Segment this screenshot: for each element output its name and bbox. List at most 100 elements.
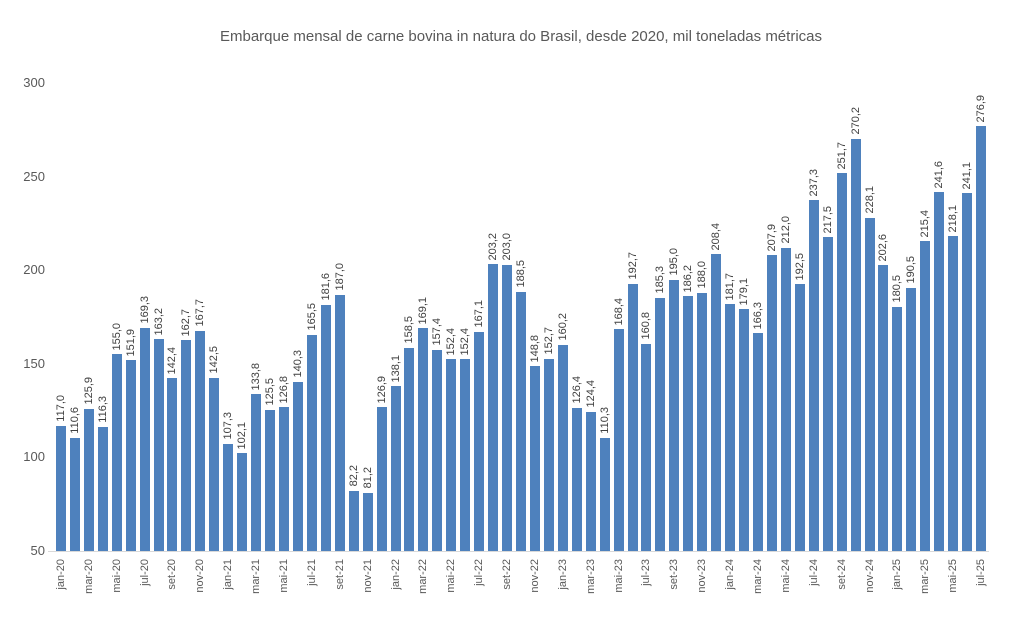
bar (627, 283, 638, 551)
bar (948, 236, 959, 551)
bar (892, 306, 903, 551)
bar-value-label: 270,2 (849, 107, 862, 135)
bar (69, 437, 80, 551)
y-tick-label: 150 (23, 355, 45, 371)
bar (97, 426, 108, 551)
bar-value-label: 192,7 (626, 252, 639, 280)
bar (488, 264, 499, 551)
bar-value-label: 188,0 (696, 261, 709, 289)
bar (697, 292, 708, 551)
bar-value-label: 203,0 (501, 233, 514, 261)
bar-value-label: 251,7 (835, 141, 848, 170)
bar (613, 329, 624, 551)
bar (683, 296, 694, 551)
bar (223, 443, 234, 551)
bar (766, 255, 777, 551)
x-tick-label: mai-25 (947, 559, 960, 593)
x-tick-label: set-24 (835, 559, 848, 590)
x-tick-label: nov-20 (194, 559, 207, 593)
x-tick-label: set-23 (668, 559, 681, 590)
bar (516, 291, 526, 551)
x-tick-label: mar-23 (584, 559, 597, 594)
bar-value-label: 202,6 (877, 233, 890, 262)
bar-value-label: 208,4 (710, 222, 723, 251)
y-tick-label: 200 (23, 262, 45, 278)
bar-value-label: 126,8 (278, 375, 290, 404)
bar (920, 241, 931, 551)
bar-value-label: 218,1 (947, 204, 960, 233)
bar-value-label: 142,5 (208, 346, 221, 374)
bar (237, 453, 248, 551)
bar-value-label: 167,7 (194, 299, 207, 327)
bar (962, 193, 973, 551)
x-tick-label: mai-20 (110, 559, 123, 593)
bar-value-label: 241,1 (961, 161, 974, 190)
x-tick-label: jan-23 (556, 559, 569, 590)
x-tick-label: jul-23 (640, 559, 653, 586)
bar (362, 492, 373, 551)
bar (655, 297, 666, 551)
bar (139, 327, 150, 551)
x-tick-label: mar-25 (919, 559, 932, 594)
bar (306, 334, 317, 551)
bar-value-label: 237,3 (807, 168, 820, 197)
bar (878, 265, 889, 551)
bar (752, 333, 763, 551)
y-tick-label: 100 (23, 449, 45, 465)
bar (376, 407, 387, 551)
bar (822, 237, 833, 551)
bar (181, 340, 192, 551)
bar (348, 490, 359, 551)
bar (599, 438, 610, 551)
bar (641, 343, 652, 551)
x-tick-label: jul-24 (807, 559, 820, 586)
x-tick-label: mar-21 (250, 559, 263, 594)
bar (446, 359, 457, 551)
x-tick-label: jan-21 (222, 559, 235, 590)
bar (557, 344, 568, 551)
x-tick-label: nov-22 (528, 559, 541, 593)
x-tick-label: jul-20 (138, 559, 151, 586)
x-tick-label: jul-22 (473, 559, 486, 586)
bar (850, 138, 861, 551)
bar (808, 200, 819, 551)
chart-title: Embarque mensal de carne bovina in natur… (219, 28, 822, 45)
y-tick-label: 50 (30, 543, 45, 558)
x-tick-label: jul-21 (305, 559, 318, 586)
bar (502, 264, 513, 551)
bar-value-label: 166,3 (751, 301, 764, 330)
bar-value-label: 138,1 (389, 354, 402, 383)
bar (976, 126, 987, 551)
bar-value-label: 160,2 (556, 313, 569, 341)
bar-value-label: 124,4 (584, 380, 597, 408)
bar (292, 381, 303, 551)
bar (390, 386, 401, 551)
bar (725, 304, 736, 551)
bar (529, 366, 540, 551)
bar (585, 411, 596, 551)
bar (711, 254, 722, 551)
bar-value-label: 212,0 (779, 216, 792, 244)
bar-value-label: 160,8 (640, 312, 653, 340)
x-tick-label: set-21 (333, 559, 346, 590)
bar-value-label: 81,2 (361, 467, 374, 489)
y-tick-label: 250 (23, 168, 45, 184)
bar-value-label: 241,6 (933, 160, 946, 189)
bar-value-label: 142,4 (166, 346, 179, 375)
bar (669, 279, 680, 551)
bar-value-label: 168,4 (612, 297, 625, 326)
bar (460, 359, 471, 551)
bar (320, 304, 331, 551)
bar-value-label: 187,0 (333, 263, 346, 291)
bar (167, 378, 178, 551)
bar (739, 309, 750, 551)
bar-value-label: 152,4 (459, 327, 472, 356)
bar-value-label: 151,9 (124, 328, 137, 357)
bar (265, 409, 276, 551)
bar (83, 408, 94, 551)
bar-value-label: 190,5 (905, 256, 918, 284)
x-tick-label: mar-20 (82, 559, 95, 594)
x-tick-label: set-22 (501, 559, 514, 590)
bar (906, 287, 917, 551)
x-tick-label: nov-23 (696, 559, 709, 593)
